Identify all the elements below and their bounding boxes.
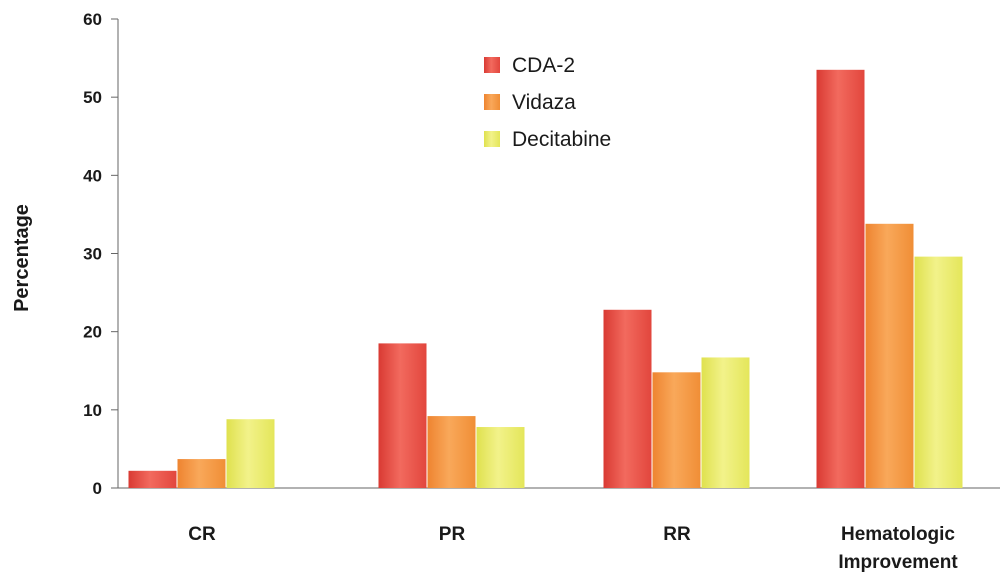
y-tick-label: 0: [93, 479, 102, 498]
bar: [914, 256, 963, 488]
x-tick-label: CR: [188, 524, 216, 545]
legend-label: CDA-2: [512, 54, 575, 77]
bar: [226, 419, 275, 488]
y-tick-label: 20: [83, 323, 102, 342]
bar: [865, 223, 914, 488]
bar: [603, 309, 652, 488]
bar: [476, 427, 525, 488]
x-tick-label: RR: [663, 524, 691, 545]
y-tick-label: 60: [83, 10, 102, 29]
legend-swatch: [484, 57, 500, 73]
plot-area: 0 10 20 30 40 50 60 CR PR RR Hematologic Improvemen…: [83, 10, 1000, 573]
y-tick-label: 40: [83, 166, 102, 185]
bar: [177, 459, 226, 488]
bar: [701, 357, 750, 488]
bar: [652, 372, 701, 488]
y-axis-label: Percentage: [11, 204, 33, 312]
y-tick-label: 50: [83, 88, 102, 107]
legend-label: Decitabine: [512, 128, 611, 151]
bar: [816, 69, 865, 488]
y-tick-label: 10: [83, 401, 102, 420]
legend-swatch: [484, 94, 500, 110]
bar: [128, 470, 177, 488]
x-tick-label: Hematologic Improvement: [838, 524, 958, 573]
legend-swatch: [484, 131, 500, 147]
bar: [378, 343, 427, 488]
legend-label: Vidaza: [512, 91, 576, 114]
y-tick-label: 30: [83, 245, 102, 264]
x-tick-label: PR: [439, 524, 466, 545]
bar: [427, 416, 476, 488]
